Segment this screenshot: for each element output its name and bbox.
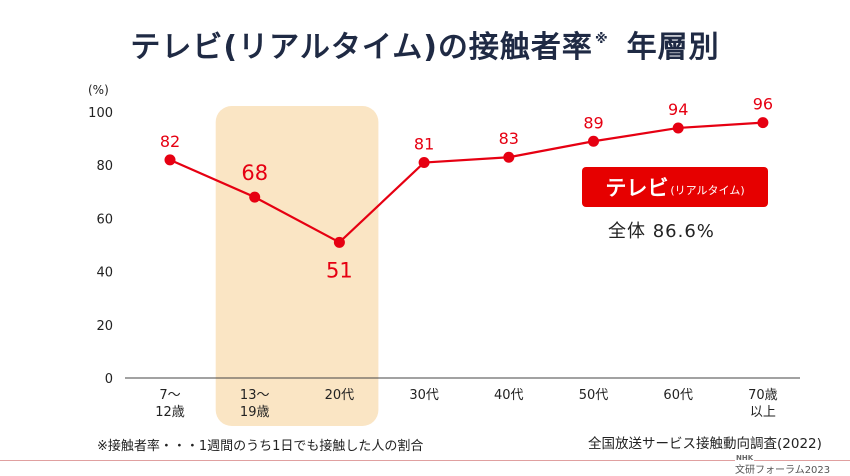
footer-divider [0,460,850,461]
y-axis-unit: (%) [88,83,109,97]
data-label: 89 [583,113,603,132]
y-tick-label: 0 [105,372,113,387]
data-label: 81 [414,135,434,154]
data-point [333,236,345,248]
x-tick-label: 30代 [409,388,439,403]
data-label: 83 [499,129,519,148]
x-tick-label: 20代 [325,388,355,403]
y-tick-label: 60 [96,212,113,227]
x-tick-label: 12歳 [155,405,185,420]
x-tick-label: 13〜 [240,388,270,403]
x-tick-label: 40代 [494,388,524,403]
data-point [503,151,515,163]
data-label: 51 [326,258,353,282]
title-suffix: 年層別 [626,30,720,65]
y-tick-label: 80 [96,159,113,174]
x-tick-label: 60代 [663,388,693,403]
x-tick-label: 50代 [579,388,609,403]
x-tick-label: 19歳 [240,405,270,420]
tv-realtime-badge: テレビ (リアルタイム) [582,167,768,207]
data-point [249,191,261,203]
data-label: 68 [241,161,268,185]
highlight-band [215,106,379,426]
y-tick-label: 20 [96,319,113,334]
data-label: 82 [160,132,180,151]
y-tick-label: 40 [96,266,113,281]
source-note: 全国放送サービス接触動向調査(2022) [588,436,822,452]
x-tick-label: 70歳 [748,388,778,403]
x-tick-label: 7〜 [159,388,180,403]
data-point [588,135,599,147]
title-asterisk: ※ [594,32,609,47]
title-text: テレビ(リアルタイム)の接触者率 [130,30,593,65]
page-title: テレビ(リアルタイム)の接触者率 ※ 年層別 [0,22,850,66]
x-tick-label: 以上 [750,405,776,420]
footnote-definition: ※接触者率・・・1週間のうち1日でも接触した人の割合 [97,439,424,454]
badge-sub: (リアルタイム) [670,184,745,197]
data-point [757,117,769,129]
data-label: 96 [753,95,773,114]
nhk-logo: NHK [735,454,755,462]
total-rate: 全体 86.6% [608,221,715,242]
series-line [169,121,763,244]
data-point [672,122,684,134]
data-point [418,157,430,169]
y-tick-label: 100 [88,106,113,121]
forum-label: 文研フォーラム2023 [735,461,831,476]
data-point [164,154,176,166]
data-label: 94 [668,100,688,119]
badge-label: テレビ [605,176,669,200]
